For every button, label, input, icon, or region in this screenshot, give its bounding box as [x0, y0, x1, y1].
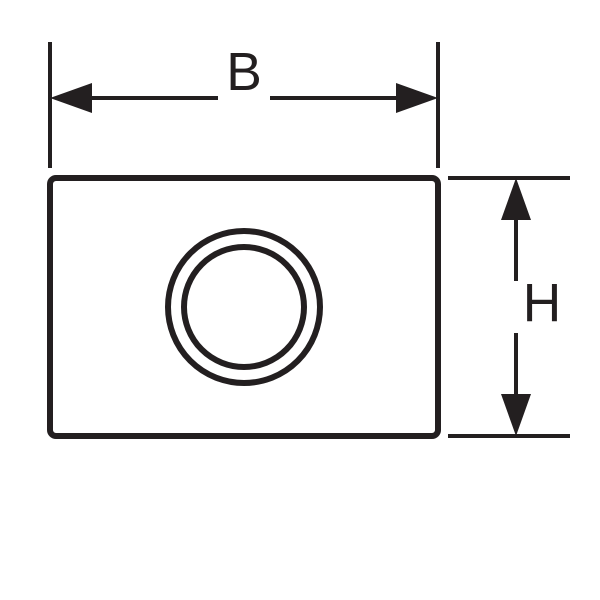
dim-h-arrow-bottom [501, 394, 531, 436]
dim-b-arrow-right [396, 83, 438, 113]
dim-b-label: B [226, 43, 262, 102]
dim-h-label: H [523, 274, 562, 333]
circle-outer [168, 231, 320, 383]
dim-h-arrow-top [501, 178, 531, 220]
dim-b-arrow-left [50, 83, 92, 113]
plate-rect [50, 178, 438, 436]
technical-drawing: BH [0, 0, 600, 600]
circle-inner [184, 247, 304, 367]
